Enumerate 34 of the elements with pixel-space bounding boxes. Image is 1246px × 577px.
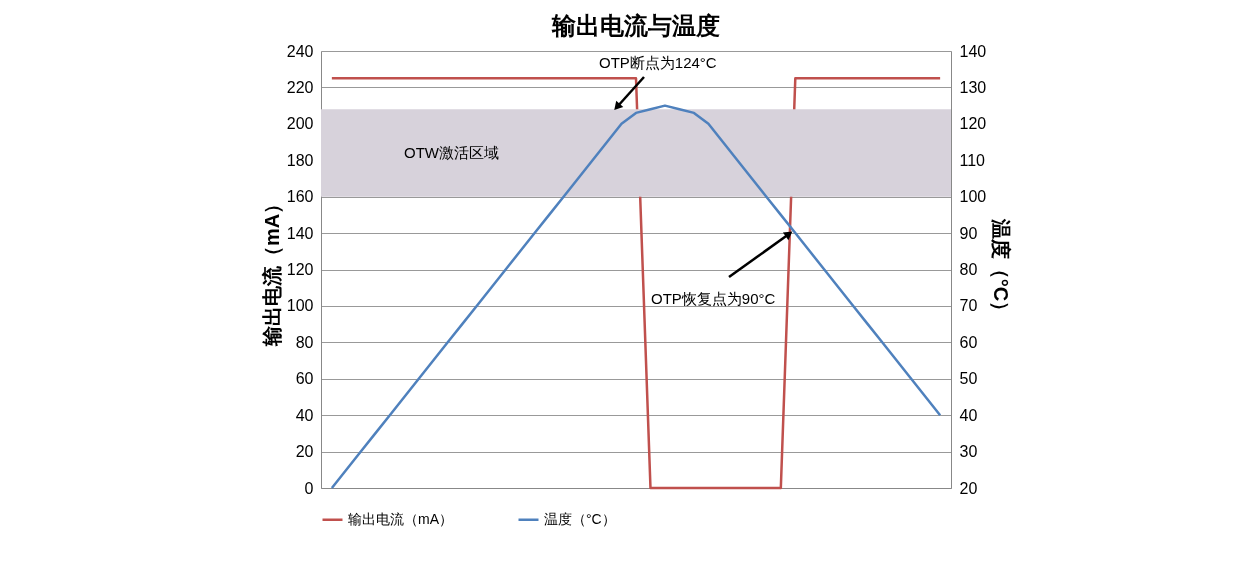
- y-tick-label: 0: [304, 479, 314, 497]
- y-tick-label: 100: [286, 297, 314, 315]
- y2-axis-title: 温度（°C）: [990, 217, 1013, 322]
- y2-tick-label: 50: [959, 370, 978, 388]
- y2-tick-label: 30: [959, 443, 978, 461]
- y2-tick-label: 70: [959, 297, 978, 315]
- band-label: OTW激活区域: [404, 143, 499, 161]
- y-tick-label: 120: [286, 261, 314, 278]
- y2-tick-label: 90: [959, 224, 978, 242]
- chart-title: 输出电流与温度: [551, 12, 720, 39]
- y2-tick-label: 60: [959, 333, 978, 351]
- annotation: OTP恢复点为90°C: [651, 290, 776, 307]
- legend-label: 输出电流（mA）: [348, 510, 453, 527]
- y-tick-label: 220: [286, 78, 314, 96]
- y2-tick-label: 80: [959, 261, 978, 278]
- y-tick-label: 80: [295, 333, 314, 351]
- y-tick-label: 200: [286, 115, 314, 133]
- y2-tick-label: 20: [959, 479, 978, 497]
- y2-tick-label: 40: [959, 406, 978, 424]
- y2-tick-label: 110: [959, 151, 986, 169]
- y2-tick-label: 120: [959, 115, 987, 133]
- y-tick-label: 140: [286, 224, 314, 242]
- y-tick-label: 40: [295, 406, 314, 424]
- y-tick-label: 180: [286, 151, 314, 169]
- y-axis-title: 输出电流（mA）: [260, 193, 283, 348]
- legend-label: 温度（°C）: [544, 510, 616, 527]
- y-tick-label: 240: [286, 42, 314, 60]
- y2-tick-label: 140: [959, 42, 987, 60]
- annotation: OTP断点为124°C: [599, 54, 717, 71]
- y2-tick-label: 100: [959, 188, 987, 206]
- y-tick-label: 60: [295, 370, 314, 388]
- y-tick-label: 20: [295, 443, 314, 461]
- y-tick-label: 160: [286, 188, 314, 206]
- y2-tick-label: 130: [959, 78, 987, 96]
